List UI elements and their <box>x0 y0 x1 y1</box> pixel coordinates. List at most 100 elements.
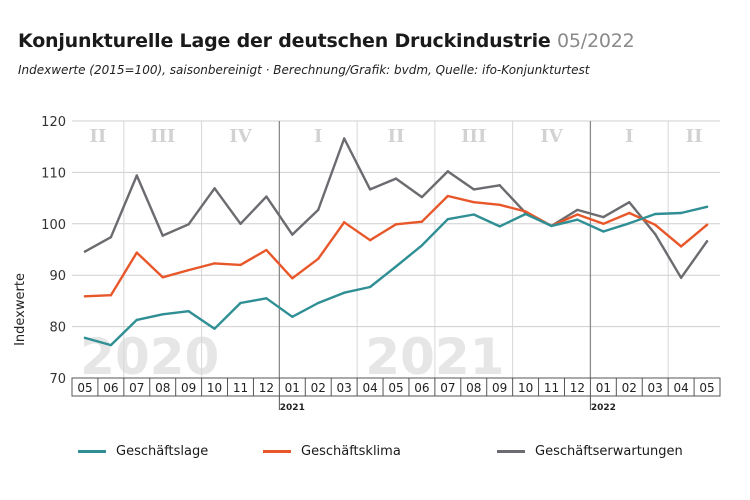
x-tick-label: 10 <box>518 381 533 395</box>
data-point-geschaeftserwartungen <box>576 208 579 212</box>
legend-swatch <box>263 450 291 453</box>
data-point-geschaeftslage <box>524 212 527 216</box>
data-point-geschaeftsklima <box>109 294 113 297</box>
y-tick-label: 120 <box>41 115 66 130</box>
legend: Geschäftslage Geschäftsklima Geschäftserwa… <box>0 444 750 464</box>
data-point-geschaeftslage <box>602 230 605 233</box>
data-point-geschaeftsklima <box>524 210 527 213</box>
data-point-geschaeftserwartungen <box>291 233 294 236</box>
data-point-geschaeftslage <box>446 217 450 221</box>
data-point-geschaeftsklima <box>628 211 631 215</box>
data-point-geschaeftserwartungen <box>705 240 709 243</box>
data-point-geschaeftserwartungen <box>420 195 424 199</box>
data-point-geschaeftslage <box>213 327 216 330</box>
x-tick-label: 09 <box>181 381 196 395</box>
chart-title-date: 05/2022 <box>557 30 635 52</box>
data-point-geschaeftserwartungen <box>239 222 242 225</box>
x-tick-label: 12 <box>570 381 585 395</box>
x-tick-label: 06 <box>414 381 429 395</box>
data-point-geschaeftserwartungen <box>679 276 683 279</box>
data-point-geschaeftsklima <box>472 201 475 204</box>
quarter-label: IV <box>540 126 563 147</box>
x-tick-label: 12 <box>259 381 274 395</box>
data-point-geschaeftserwartungen <box>317 208 320 212</box>
data-point-geschaeftslage <box>472 213 475 216</box>
data-point-geschaeftslage <box>394 265 398 268</box>
y-tick-label: 70 <box>49 372 66 387</box>
data-point-geschaeftslage <box>498 225 501 228</box>
y-tick-label: 80 <box>49 321 66 336</box>
data-point-geschaeftserwartungen <box>654 232 657 236</box>
data-point-geschaeftsklima <box>654 223 657 227</box>
x-tick-label: 05 <box>699 381 714 395</box>
data-point-geschaeftsklima <box>83 295 87 298</box>
x-axis-band <box>71 377 721 397</box>
data-point-geschaeftslage <box>239 301 242 305</box>
legend-item-geschaeftserwartungen: Geschäftserwartungen <box>497 444 683 459</box>
data-point-geschaeftserwartungen <box>213 187 216 190</box>
x-tick-label: 08 <box>466 381 481 395</box>
data-point-geschaeftslage <box>654 212 657 216</box>
series-line-geschaeftserwartungen <box>83 137 709 279</box>
data-point-geschaeftsklima <box>368 239 372 242</box>
y-tick-label: 100 <box>41 218 66 233</box>
data-point-geschaeftserwartungen <box>342 137 346 140</box>
x-tick-label: 03 <box>337 381 352 395</box>
x-tick-label: 07 <box>440 381 455 395</box>
data-point-geschaeftsklima <box>317 257 320 260</box>
data-point-geschaeftserwartungen <box>446 170 450 173</box>
data-point-geschaeftsklima <box>602 222 605 225</box>
data-point-geschaeftserwartungen <box>394 177 398 180</box>
x-tick-label: 11 <box>233 381 248 395</box>
legend-item-geschaeftslage: Geschäftslage <box>78 444 208 459</box>
data-point-geschaeftserwartungen <box>368 188 372 191</box>
year-label: 2021 <box>280 403 305 413</box>
x-tick-label: 05 <box>388 381 403 395</box>
data-point-geschaeftsklima <box>420 220 424 223</box>
legend-swatch <box>497 450 525 453</box>
data-point-geschaeftslage <box>628 222 631 225</box>
y-tick-label: 90 <box>49 269 66 284</box>
data-point-geschaeftserwartungen <box>135 174 138 177</box>
data-point-geschaeftslage <box>161 313 164 316</box>
quarter-label: II <box>388 126 405 147</box>
data-point-geschaeftserwartungen <box>83 250 87 253</box>
x-tick-label: 11 <box>544 381 559 395</box>
x-tick-label: 01 <box>596 381 611 395</box>
series-geschaeftsklima <box>83 194 709 298</box>
data-point-geschaeftserwartungen <box>628 201 631 204</box>
data-point-geschaeftslage <box>705 205 709 209</box>
x-tick-label: 04 <box>673 381 688 395</box>
quarter-label: I <box>314 126 322 147</box>
year-label: 2022 <box>591 403 616 413</box>
data-point-geschaeftsklima <box>446 194 450 198</box>
data-point-geschaeftserwartungen <box>109 235 113 239</box>
x-tick-label: 07 <box>129 381 144 395</box>
legend-swatch <box>78 450 106 453</box>
chart-title-text: Konjunkturelle Lage der deutschen Drucki… <box>18 30 551 52</box>
legend-label: Geschäftslage <box>116 444 209 459</box>
x-tick-label: 09 <box>492 381 507 395</box>
data-point-geschaeftserwartungen <box>498 184 501 187</box>
series-geschaeftslage <box>83 205 709 347</box>
data-point-geschaeftsklima <box>239 263 242 267</box>
data-point-geschaeftslage <box>317 301 320 305</box>
data-point-geschaeftslage <box>135 318 138 322</box>
data-point-geschaeftsklima <box>576 213 579 216</box>
y-tick-label: 110 <box>41 166 66 181</box>
x-tick-label: 01 <box>285 381 300 395</box>
data-point-geschaeftslage <box>368 285 372 289</box>
x-tick-label: 04 <box>362 381 377 395</box>
year-watermarks: 2020 2021 <box>80 328 504 386</box>
x-tick-label: 06 <box>103 381 118 395</box>
legend-label: Geschäftserwartungen <box>535 444 683 459</box>
data-point-geschaeftslage <box>291 315 294 319</box>
axes: 05 06 07 08 09 10 11 12 01 02 03 04 05 06 07 08 09 10 11 12… <box>13 273 721 413</box>
series-geschaeftserwartungen <box>83 137 709 279</box>
year-watermark-2020: 2020 <box>80 328 219 386</box>
x-tick-label: 05 <box>77 381 92 395</box>
data-point-geschaeftsklima <box>265 248 268 252</box>
data-point-geschaeftsklima <box>705 223 709 227</box>
data-point-geschaeftsklima <box>394 223 398 226</box>
